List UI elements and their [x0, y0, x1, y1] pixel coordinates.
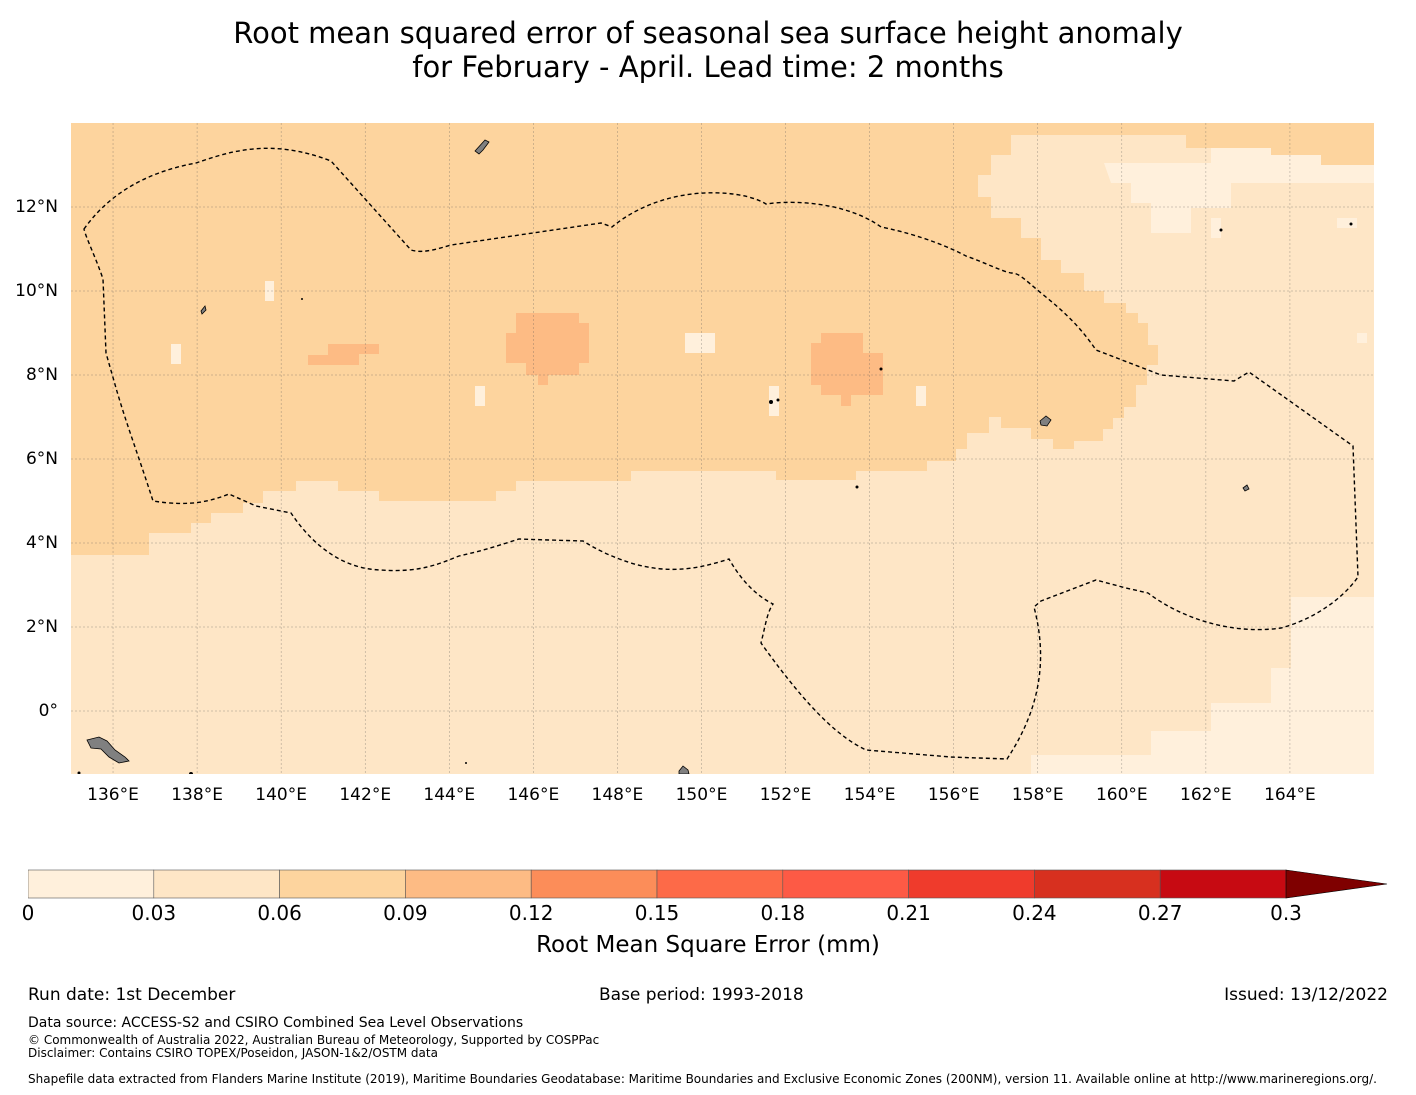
colorbar-segment	[656, 869, 784, 899]
field-pixel-4	[685, 333, 715, 353]
lon-label: 154°E	[843, 785, 896, 805]
colorbar-tick-label: 0.18	[760, 901, 806, 925]
lon-label: 144°E	[423, 785, 476, 805]
shapefile-credit: Shapefile data extracted from Flanders M…	[28, 1072, 1377, 1086]
colorbar-segment	[405, 869, 532, 899]
island-dot-7	[1349, 222, 1353, 226]
disclaimer: Disclaimer: Contains CSIRO TOPEX/Poseido…	[28, 1046, 438, 1060]
map-panel	[71, 123, 1374, 774]
lat-label: 10°N	[15, 281, 58, 301]
island-pohnpei	[1039, 415, 1052, 427]
colorbar-tick-label: 0.27	[1137, 901, 1183, 925]
island-palau	[200, 305, 207, 315]
colorbar-tick-label: 0.21	[886, 901, 931, 925]
field-pixel-2	[171, 344, 181, 364]
field-pixel-3	[475, 386, 485, 406]
lat-label: 6°N	[25, 449, 58, 469]
colorbar-segment	[153, 869, 280, 899]
lat-label: 4°N	[25, 533, 58, 553]
colorbar-segment	[530, 869, 658, 899]
colorbar-title: Root Mean Square Error (mm)	[536, 932, 880, 958]
island-guam	[474, 139, 490, 155]
issued-date: Issued: 13/12/2022	[1224, 985, 1388, 1005]
colorbar-segment	[908, 869, 1035, 899]
colorbar	[28, 869, 1388, 899]
island-dot-4	[855, 485, 859, 489]
island-new-guinea	[86, 736, 130, 764]
colorbar-tick-label: 0.12	[508, 901, 554, 925]
field-pixel-5	[769, 386, 779, 416]
colorbar-extend-triangle	[1285, 869, 1388, 899]
lon-label: 140°E	[255, 785, 308, 805]
lat-label: 2°N	[25, 617, 58, 637]
copyright: © Commonwealth of Australia 2022, Austra…	[28, 1033, 600, 1047]
chart-title-line1: Root mean squared error of seasonal sea …	[233, 16, 1183, 50]
island-dot-6	[1219, 228, 1223, 232]
lat-label: 0°	[38, 701, 58, 721]
lon-label: 136°E	[87, 785, 139, 805]
colorbar-segment	[28, 869, 155, 899]
map-gridlines	[71, 123, 1374, 774]
colorbar-tick-label: 0	[21, 901, 35, 925]
colorbar-segment	[782, 869, 909, 899]
island-dot-8	[465, 762, 467, 764]
colorbar-segments	[28, 869, 1287, 899]
island-dot-3	[879, 367, 883, 371]
field-band-mid	[71, 123, 1374, 555]
island-dot-10	[77, 771, 81, 774]
island-dot-5	[301, 298, 303, 300]
field-pixel-7	[1337, 218, 1357, 228]
lon-label: 162°E	[1180, 785, 1232, 805]
colorbar-tick-label: 0.06	[257, 901, 302, 925]
colorbar-tick-label: 0.03	[131, 901, 177, 925]
island-manus	[678, 765, 690, 774]
lon-label: 148°E	[591, 785, 644, 805]
lon-label: 142°E	[339, 785, 392, 805]
colorbar-tick-label: 0.09	[383, 901, 428, 925]
lat-label: 12°N	[15, 197, 58, 217]
island-dot-2	[776, 398, 780, 402]
field-pixel-6	[916, 386, 926, 406]
lon-label: 152°E	[759, 785, 812, 805]
field-patch-low-3	[1031, 597, 1374, 774]
island-kosrae	[1242, 484, 1250, 492]
lat-label: 8°N	[25, 365, 58, 385]
colorbar-segment	[1034, 869, 1161, 899]
colorbar-segment	[279, 869, 406, 899]
base-period: Base period: 1993-2018	[599, 985, 804, 1005]
eez-boundary-north	[83, 147, 1359, 760]
lon-label: 156°E	[927, 785, 980, 805]
field-patch-high-3	[308, 344, 379, 365]
lon-label: 160°E	[1095, 785, 1148, 805]
field-pixel-1	[265, 281, 274, 301]
field-patch-high-2	[811, 333, 883, 406]
field-patch-low-4	[1104, 148, 1374, 233]
colorbar-segment	[1159, 869, 1287, 899]
data-source: Data source: ACCESS-S2 and CSIRO Combine…	[28, 1015, 524, 1031]
field-pixel-8	[1211, 218, 1221, 238]
island-dot-9	[189, 772, 193, 774]
island-dot-1	[769, 400, 773, 404]
colorbar-tick-label: 0.24	[1012, 901, 1057, 925]
field-pixel-9	[1357, 333, 1367, 343]
colorbar-tick-label: 0.15	[634, 901, 680, 925]
colorbar-tick-label: 0.3	[1270, 901, 1302, 925]
lon-label: 164°E	[1264, 785, 1316, 805]
run-date: Run date: 1st December	[28, 985, 236, 1005]
lon-label: 150°E	[675, 785, 728, 805]
chart-title-line2: for February - April. Lead time: 2 month…	[412, 50, 1004, 84]
lon-label: 138°E	[171, 785, 223, 805]
lon-label: 158°E	[1011, 785, 1064, 805]
lon-label: 146°E	[507, 785, 560, 805]
field-patch-high-1	[506, 313, 589, 385]
